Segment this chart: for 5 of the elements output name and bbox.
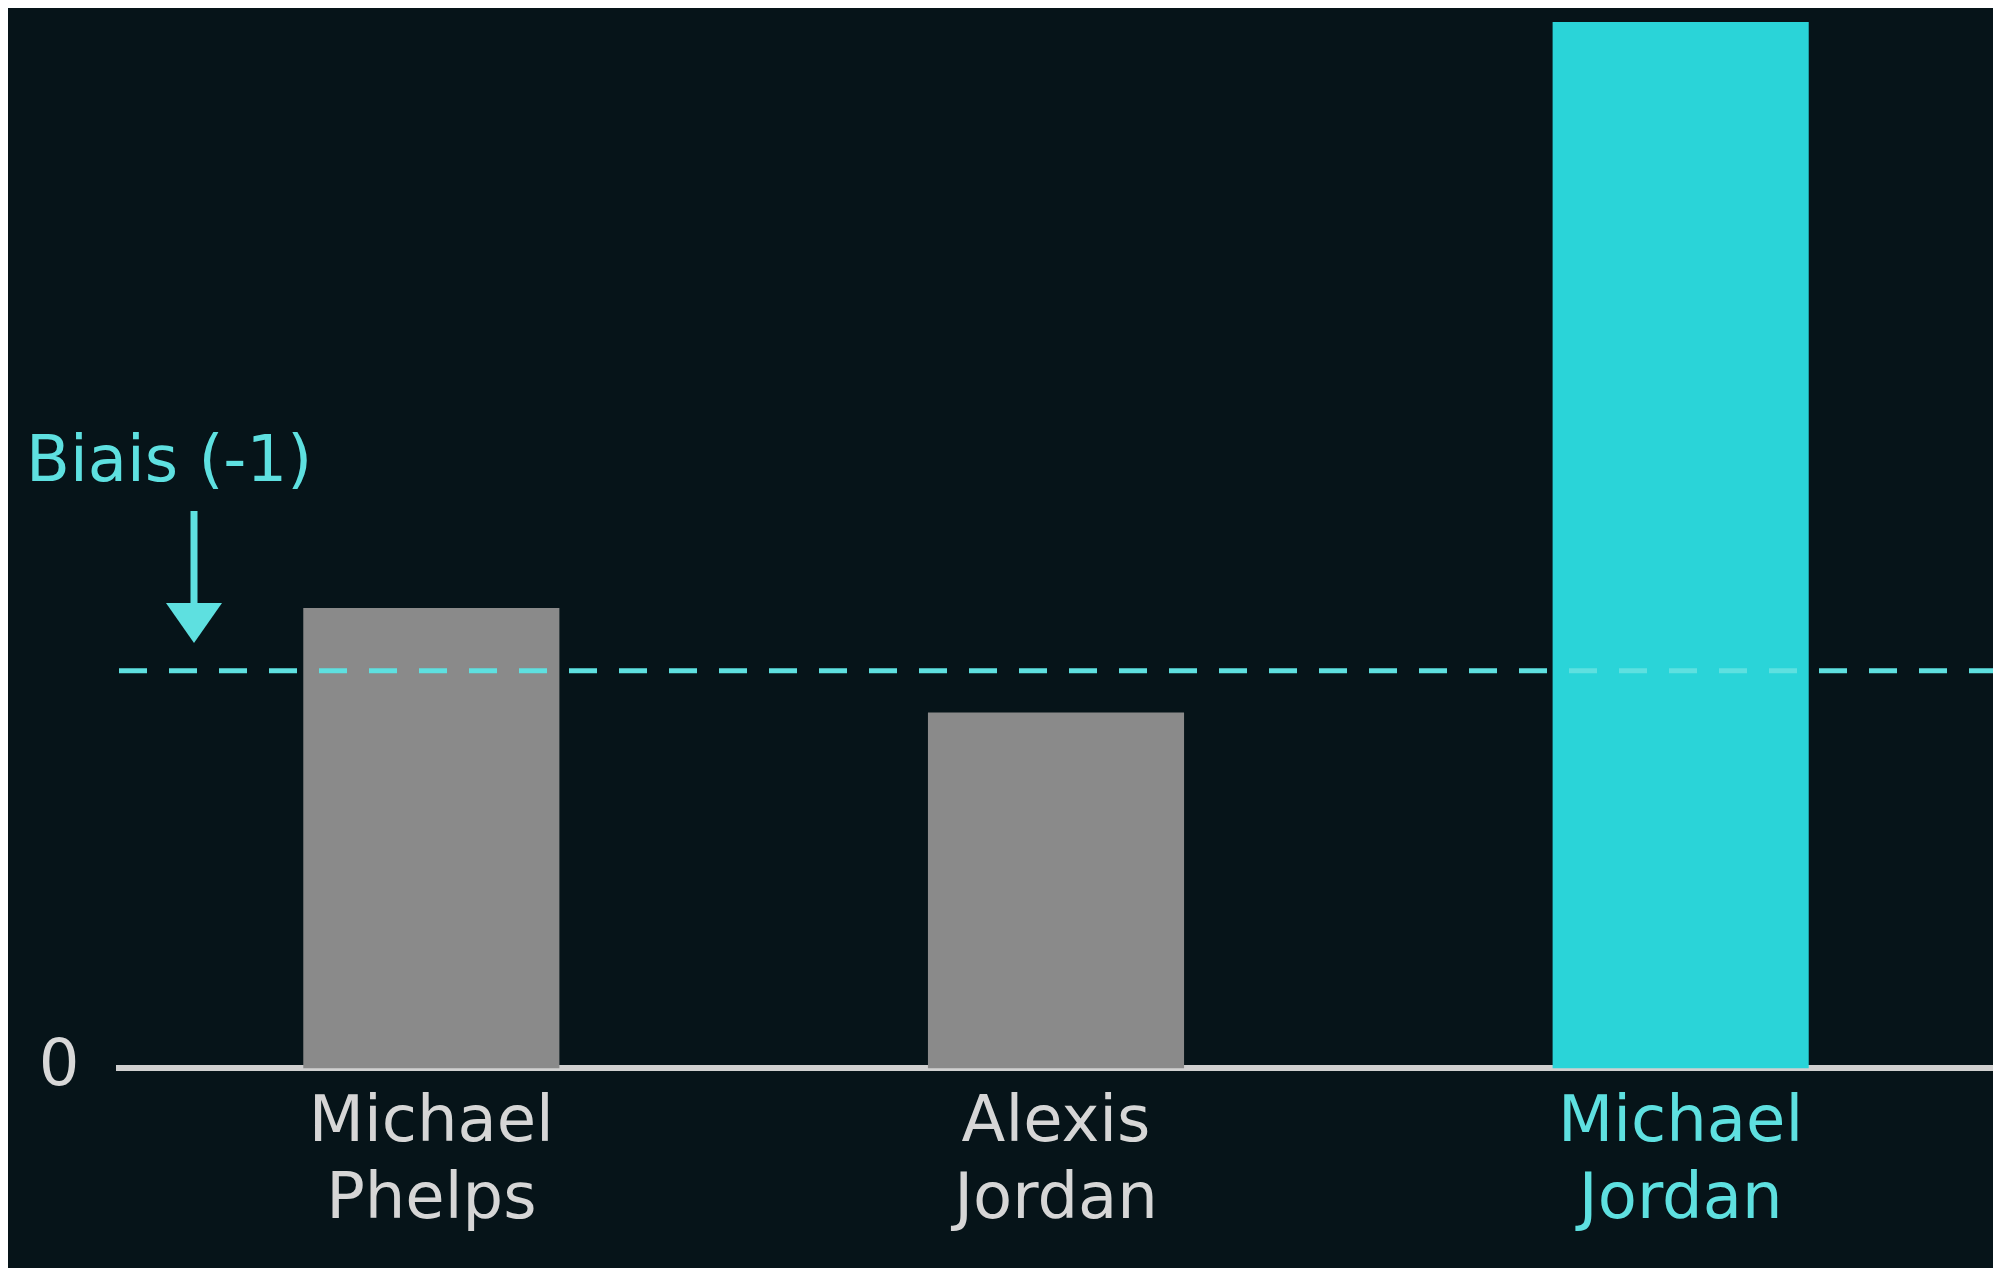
x-tick-label: Michael Jordan	[1558, 1082, 1804, 1234]
x-tick-label: Alexis Jordan	[950, 1082, 1158, 1234]
text: 0	[38, 1026, 80, 1101]
x-tick-label: Michael Phelps	[308, 1082, 554, 1234]
ref-line-label: Biais (-1)	[26, 421, 313, 496]
